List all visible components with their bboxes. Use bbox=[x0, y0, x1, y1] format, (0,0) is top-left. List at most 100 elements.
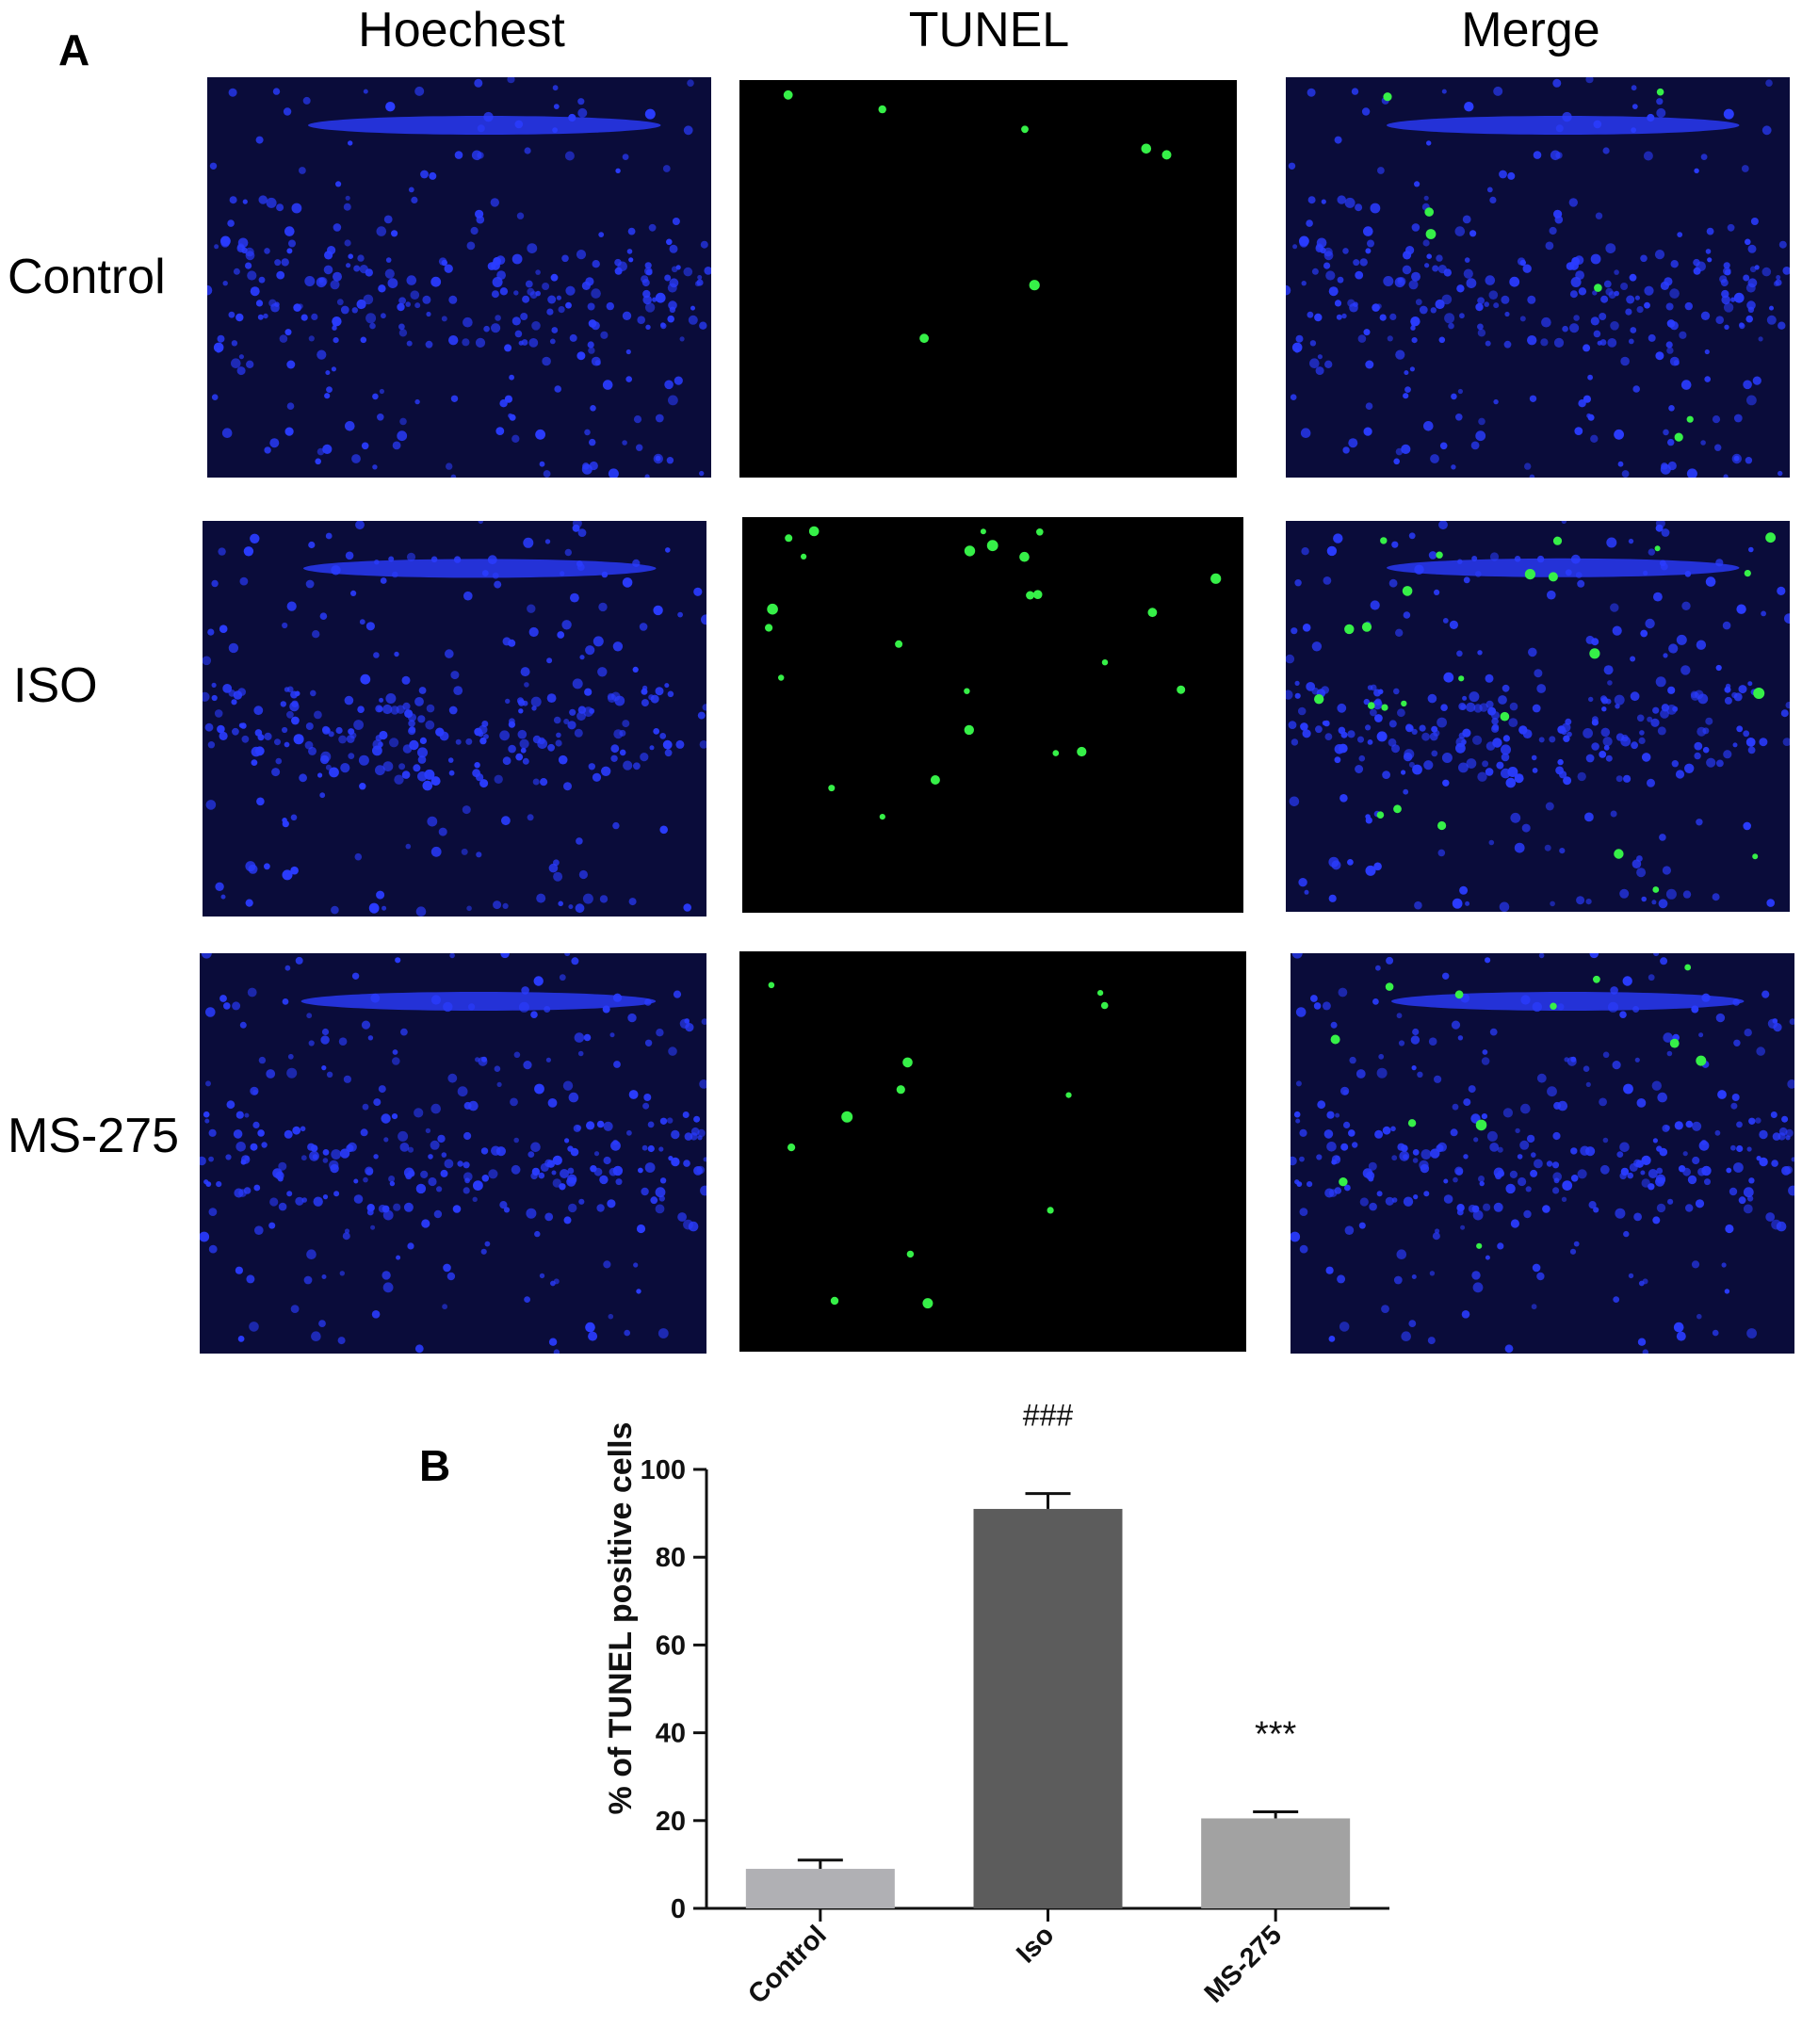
tunel-positive-dot bbox=[1425, 229, 1437, 239]
tunel-positive-dot bbox=[902, 1057, 913, 1068]
micrograph-control-hoechest-cell-layer bbox=[308, 116, 661, 135]
tunel-positive-dot bbox=[1344, 624, 1355, 635]
micrograph-control-tunel-background bbox=[739, 80, 1237, 478]
micrograph-control-hoechest-background bbox=[207, 77, 711, 478]
x-tick-label: Iso bbox=[1011, 1920, 1060, 1969]
tunel-positive-dot bbox=[1147, 608, 1158, 618]
tunel-positive-dot bbox=[1752, 853, 1759, 860]
tunel-positive-dot bbox=[1029, 280, 1040, 291]
tunel-positive-dot bbox=[1097, 990, 1104, 997]
tunel-positive-dot bbox=[1458, 675, 1465, 682]
tunel-positive-dot bbox=[1548, 572, 1558, 582]
tunel-positive-dot bbox=[1314, 694, 1324, 705]
significance-annotation: *** bbox=[1255, 1714, 1297, 1754]
tunel-positive-dot bbox=[1669, 1038, 1680, 1048]
tunel-positive-dot bbox=[768, 981, 775, 989]
tunel-positive-dot bbox=[1437, 820, 1447, 831]
micrograph-control-merge-background bbox=[1286, 77, 1790, 478]
tunel-positive-dot bbox=[787, 1144, 796, 1152]
tunel-positive-dot bbox=[1684, 964, 1692, 971]
micrograph-iso-tunel-background bbox=[742, 517, 1243, 913]
tunel-positive-dot bbox=[1593, 975, 1600, 983]
tunel-positive-dot bbox=[1036, 528, 1044, 536]
y-tick-label: 20 bbox=[656, 1807, 686, 1837]
tunel-positive-dot bbox=[1339, 1177, 1348, 1187]
x-tick-label: Control bbox=[742, 1920, 833, 2010]
tunel-positive-dot bbox=[1032, 590, 1043, 599]
tunel-positive-dot bbox=[1361, 622, 1372, 632]
micrograph-ms275-hoechest-background bbox=[200, 953, 706, 1354]
micrograph-iso-merge-background bbox=[1286, 521, 1790, 912]
tunel-positive-dot bbox=[964, 688, 970, 694]
tunel-positive-dot bbox=[1393, 804, 1402, 814]
tunel-positive-dot bbox=[964, 724, 974, 736]
tunel-positive-dot bbox=[1753, 688, 1765, 699]
tunel-positive-dot bbox=[1141, 143, 1152, 154]
tunel-positive-dot bbox=[986, 540, 998, 552]
tunel-positive-dot bbox=[919, 333, 929, 344]
tunel-positive-dot bbox=[930, 775, 940, 785]
micrograph-iso-hoechest bbox=[203, 521, 706, 917]
y-tick-label: 40 bbox=[656, 1719, 686, 1749]
tunel-positive-dot bbox=[878, 105, 886, 114]
micrograph-iso-merge-nuclei bbox=[1286, 521, 1790, 912]
tunel-positive-dot bbox=[1589, 648, 1600, 659]
error-bar bbox=[797, 1858, 843, 1870]
tunel-positive-dot bbox=[895, 640, 903, 648]
tunel-positive-dot bbox=[1019, 551, 1030, 562]
tunel-positive-dot bbox=[765, 624, 773, 632]
tunel-positive-dot bbox=[922, 1298, 933, 1309]
tunel-positive-dot bbox=[1500, 711, 1510, 722]
tunel-positive-dot bbox=[1476, 1242, 1483, 1249]
row-label-iso: ISO bbox=[13, 658, 98, 713]
x-tick-label: MS-275 bbox=[1199, 1920, 1288, 2008]
y-tick-label: 60 bbox=[656, 1630, 686, 1661]
error-bar bbox=[1253, 1809, 1299, 1819]
tunel-positive-dot bbox=[778, 674, 785, 681]
column-header-hoechest: Hoechest bbox=[358, 3, 565, 57]
tunel-positive-dot bbox=[1424, 207, 1434, 217]
tunel-positive-dot bbox=[1177, 685, 1186, 694]
significance-annotation: ### bbox=[1023, 1399, 1074, 1433]
tunel-positive-dot bbox=[1385, 982, 1394, 991]
tunel-positive-dot bbox=[1744, 570, 1751, 577]
micrograph-control-merge-nuclei bbox=[1286, 77, 1790, 478]
micrograph-iso-merge-cell-layer bbox=[1387, 558, 1740, 577]
tunel-positive-dot bbox=[783, 89, 793, 100]
tunel-positive-dot bbox=[1368, 702, 1375, 709]
micrograph-ms275-merge-cell-layer bbox=[1391, 992, 1745, 1011]
micrograph-ms275-tunel bbox=[739, 951, 1246, 1352]
tunel-positive-dot bbox=[801, 553, 807, 560]
micrograph-iso-tunel bbox=[742, 517, 1243, 913]
tunel-bar-chart: 0 20 40 60 80 100 Control Iso ### MS-275 *** % of … bbox=[603, 1399, 1389, 2010]
bar-ms-275 bbox=[1201, 1818, 1351, 1908]
micrograph-ms275-merge-background bbox=[1291, 953, 1794, 1354]
tunel-positive-dot bbox=[1674, 432, 1683, 442]
y-axis-label: % of TUNEL positive cells bbox=[603, 1422, 639, 1815]
micrograph-iso-merge bbox=[1286, 521, 1790, 912]
panel-a-letter: A bbox=[58, 25, 90, 74]
tunel-positive-dot bbox=[830, 1296, 839, 1306]
tunel-positive-dot bbox=[841, 1111, 853, 1123]
panel-b-letter: B bbox=[419, 1441, 451, 1490]
tunel-positive-dot bbox=[808, 526, 820, 537]
tunel-positive-dot bbox=[1696, 1055, 1707, 1066]
tunel-positive-dot bbox=[1077, 746, 1087, 757]
y-tick-label: 100 bbox=[641, 1455, 686, 1485]
tunel-positive-dot bbox=[1552, 536, 1563, 545]
tunel-positive-dot bbox=[1407, 1119, 1417, 1127]
tunel-positive-dot bbox=[1550, 1002, 1557, 1010]
tunel-positive-dot bbox=[1686, 415, 1694, 423]
tunel-positive-dot bbox=[1047, 1207, 1054, 1214]
tunel-positive-dot bbox=[1654, 545, 1661, 552]
tunel-positive-dot bbox=[1402, 586, 1413, 596]
micrograph-control-hoechest bbox=[207, 77, 711, 478]
column-header-merge: Merge bbox=[1461, 3, 1600, 57]
tunel-positive-dot bbox=[1381, 704, 1388, 711]
tunel-positive-dot bbox=[906, 1250, 915, 1258]
tunel-positive-dot bbox=[1376, 811, 1385, 819]
bar-control bbox=[745, 1869, 895, 1908]
tunel-positive-dot bbox=[1614, 849, 1624, 859]
tunel-positive-dot bbox=[964, 545, 976, 557]
error-bar bbox=[1025, 1492, 1071, 1509]
